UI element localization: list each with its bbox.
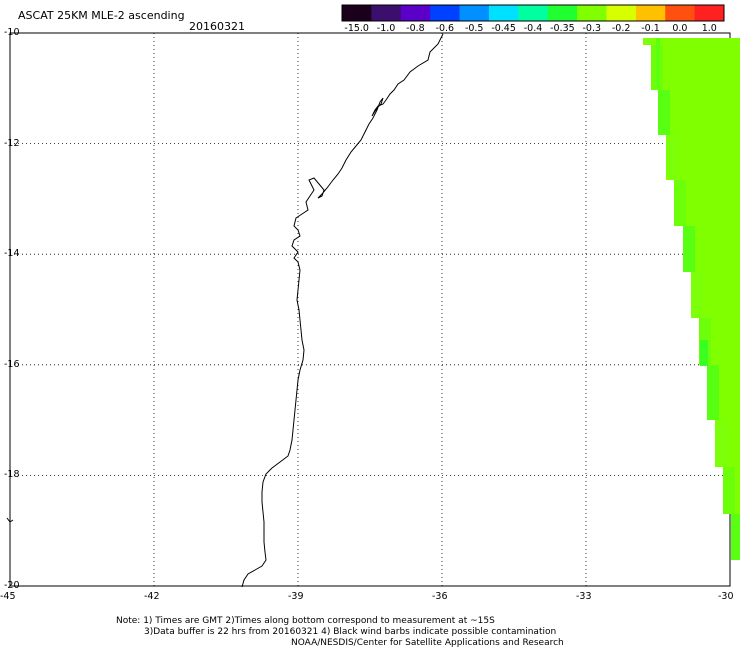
colorbar-segment xyxy=(488,5,519,21)
colorbar-segment xyxy=(400,5,431,21)
note-line-3: NOAA/NESDIS/Center for Satellite Applica… xyxy=(291,638,564,648)
longitude-label: -42 xyxy=(144,591,160,602)
colorbar-label: -0.4 xyxy=(523,23,543,34)
colorbar-label: -0.45 xyxy=(491,23,516,34)
colorbar-segment xyxy=(342,5,372,21)
colorbar-label: -0.3 xyxy=(582,23,602,34)
swath-cell xyxy=(643,38,740,45)
product-title: ASCAT 25KM MLE-2 ascending xyxy=(18,9,185,22)
note-line-1: Note: 1) Times are GMT 2)Times along bot… xyxy=(116,616,495,626)
colorbar-segment xyxy=(606,5,637,21)
colorbar-label: -15.0 xyxy=(344,23,369,34)
satellite-swath xyxy=(643,38,740,560)
product-date: 20160321 xyxy=(189,20,245,33)
swath-cell xyxy=(651,45,740,90)
colorbar-segment xyxy=(459,5,490,21)
longitude-label: -36 xyxy=(432,591,448,602)
colorbar xyxy=(341,4,725,22)
swath-cell xyxy=(643,38,655,45)
swath-cell xyxy=(707,365,719,420)
swath-cell xyxy=(656,38,660,88)
longitude-label: -39 xyxy=(288,591,304,602)
latitude-label: -14 xyxy=(4,248,20,260)
coastline xyxy=(241,33,444,588)
map-frame xyxy=(9,32,731,587)
colorbar-label: -0.5 xyxy=(464,23,484,34)
longitude-label: -30 xyxy=(718,591,734,602)
colorbar-label: -0.1 xyxy=(641,23,660,34)
coastline-island xyxy=(6,517,14,523)
colorbar-label: -0.6 xyxy=(435,23,455,34)
colorbar-segment xyxy=(694,5,725,21)
colorbar-segment xyxy=(665,5,696,21)
swath-cell xyxy=(700,340,708,366)
swath-cell xyxy=(683,226,695,272)
colorbar-segment xyxy=(635,5,666,21)
colorbar-segment xyxy=(371,5,402,21)
colorbar-segment xyxy=(430,5,461,21)
swath-cell xyxy=(691,272,703,318)
note-line-2: 3)Data buffer is 22 hrs from 20160321 4)… xyxy=(144,627,557,637)
longitude-label: -33 xyxy=(576,591,592,602)
colorbar-label: -0.8 xyxy=(406,23,425,34)
colorbar-segment xyxy=(577,5,607,21)
colorbar-label: 0.0 xyxy=(672,23,688,34)
colorbar-label: -0.35 xyxy=(550,23,575,34)
colorbar-segment xyxy=(518,5,549,21)
longitude-label: -45 xyxy=(0,591,16,602)
latitude-label: -12 xyxy=(4,137,20,149)
colorbar-label: -1.0 xyxy=(376,23,396,34)
latitude-label: -20 xyxy=(4,580,20,591)
swath-cell xyxy=(731,514,740,560)
colorbar-segment xyxy=(547,5,578,21)
swath-cell xyxy=(666,135,678,180)
colorbar-label: -0.2 xyxy=(611,23,631,34)
swath-cell xyxy=(674,180,686,226)
swath-cell xyxy=(658,90,670,135)
latitude-label: -10 xyxy=(4,27,20,38)
colorbar-label: 1.0 xyxy=(701,23,717,34)
swath-cell xyxy=(666,135,740,180)
colorbar-border xyxy=(341,4,725,22)
swath-cell xyxy=(715,420,727,467)
swath-cell xyxy=(658,90,740,135)
swath-cell xyxy=(723,467,735,514)
grid-lines xyxy=(10,33,730,586)
latitude-label: -18 xyxy=(4,469,20,481)
latitude-label: -16 xyxy=(4,358,20,370)
